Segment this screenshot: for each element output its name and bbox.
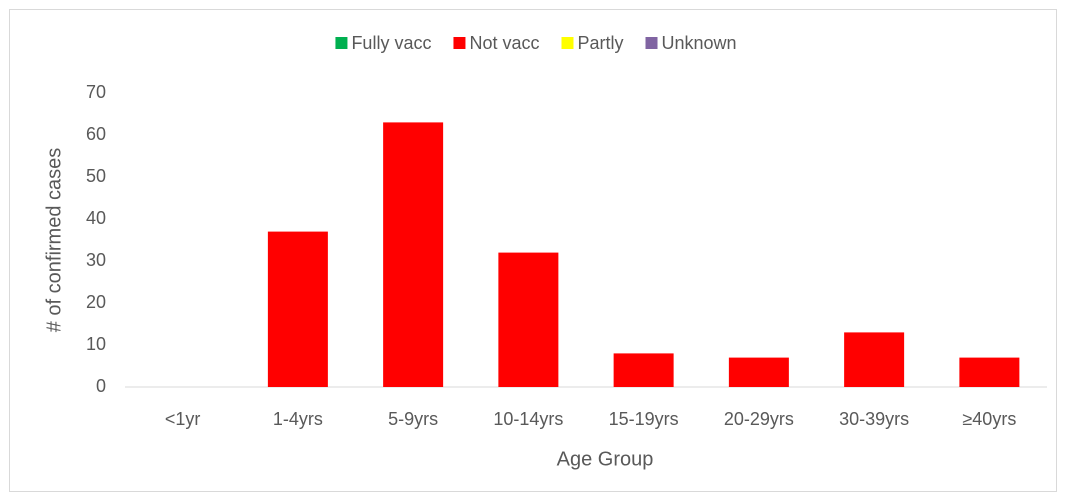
- x-tick-label: 10-14yrs: [493, 409, 563, 429]
- x-tick-label: 1-4yrs: [273, 409, 323, 429]
- bar: [498, 252, 559, 387]
- chart-frame: [9, 9, 1057, 492]
- legend-label: Unknown: [662, 33, 737, 53]
- legend-label: Fully vacc: [351, 33, 431, 53]
- legend-swatch: [645, 37, 658, 49]
- x-axis-title: Age Group: [557, 448, 654, 470]
- y-tick-label: 20: [86, 292, 106, 312]
- x-tick-label: <1yr: [165, 409, 201, 429]
- legend-label: Not vacc: [469, 33, 539, 53]
- x-tick-label: 30-39yrs: [839, 409, 909, 429]
- bar: [844, 332, 905, 387]
- y-tick-label: 50: [86, 166, 106, 186]
- x-tick-label: 5-9yrs: [388, 409, 438, 429]
- y-axis-title: # of confirmed cases: [43, 148, 65, 333]
- x-tick-label: 20-29yrs: [724, 409, 794, 429]
- y-tick-label: 60: [86, 124, 106, 144]
- bar: [267, 231, 328, 387]
- y-tick-label: 0: [96, 376, 106, 396]
- bar: [383, 122, 444, 388]
- y-tick-label: 10: [86, 334, 106, 354]
- y-tick-label: 40: [86, 208, 106, 228]
- bar: [959, 357, 1020, 387]
- legend-swatch: [453, 37, 466, 49]
- legend-label: Partly: [577, 33, 623, 53]
- y-tick-label: 70: [86, 82, 106, 102]
- bar: [613, 353, 674, 387]
- legend-swatch: [561, 37, 574, 49]
- x-tick-label: ≥40yrs: [962, 409, 1016, 429]
- legend-swatch: [335, 37, 348, 49]
- x-tick-label: 15-19yrs: [609, 409, 679, 429]
- bar: [728, 357, 789, 387]
- y-tick-label: 30: [86, 250, 106, 270]
